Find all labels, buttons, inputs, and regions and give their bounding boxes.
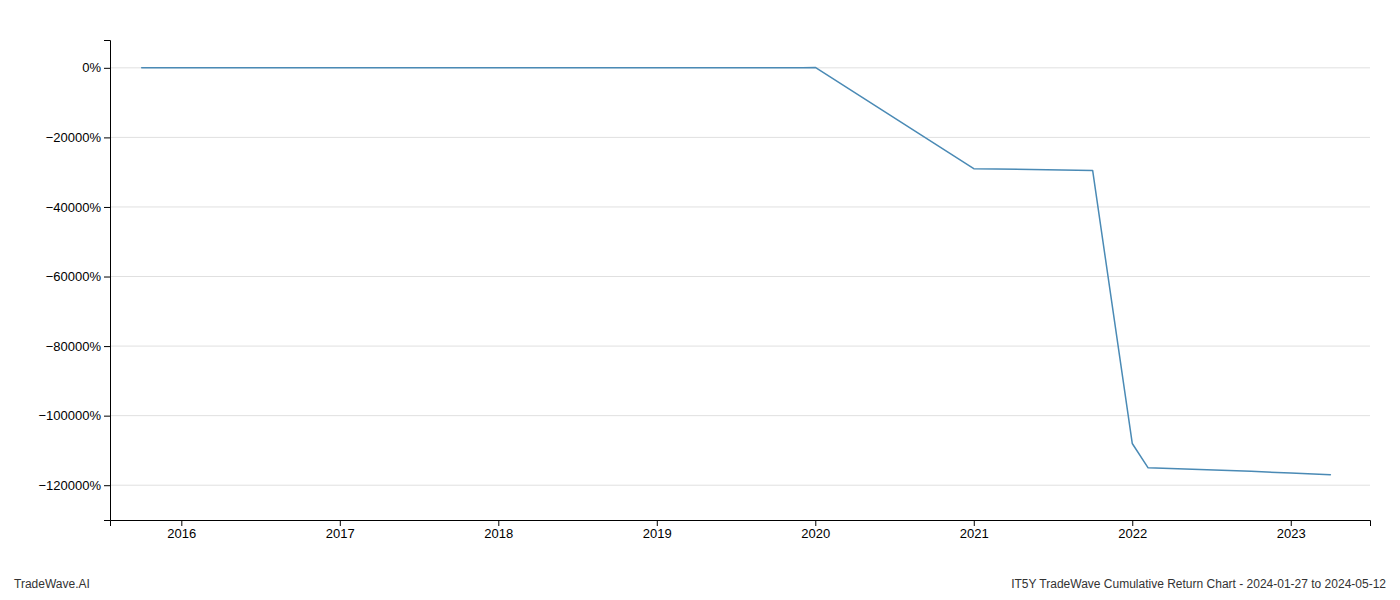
y-axis: 0% −20000% −40000% −60000% −80000% −100000% −1… — [38, 41, 110, 521]
grid-line — [110, 137, 1370, 138]
x-tick: 2022 — [1118, 520, 1147, 541]
x-axis: 2016 2017 2018 2019 2020 2021 2022 2023 — [111, 520, 1371, 541]
y-tick: −40000% — [46, 200, 110, 215]
x-tick-mark — [1291, 520, 1292, 526]
y-tick: −100000% — [38, 408, 110, 423]
x-tick: 2020 — [801, 520, 830, 541]
y-tick-label: 0% — [82, 60, 101, 75]
x-tick: 2017 — [326, 520, 355, 541]
y-tick: 0% — [82, 60, 110, 75]
plot: 2016 2017 2018 2019 2020 2021 2022 2023 0% −20000… — [38, 41, 1370, 542]
y-tick-mark — [104, 207, 110, 208]
y-tick-label: −120000% — [38, 478, 101, 493]
y-tick: −120000% — [38, 478, 110, 493]
x-tick: 2023 — [1277, 520, 1306, 541]
y-tick-label: −80000% — [46, 339, 102, 354]
x-tick: 2018 — [484, 520, 513, 541]
x-tick-mark — [815, 520, 816, 526]
grid-line — [110, 415, 1370, 416]
y-tick: −80000% — [46, 339, 110, 354]
y-tick-mark — [104, 137, 110, 138]
x-tick: 2021 — [960, 520, 989, 541]
y-tick-label: −40000% — [46, 200, 102, 215]
x-tick-label: 2018 — [484, 526, 513, 541]
y-axis-line — [104, 41, 111, 521]
grid-line — [110, 276, 1370, 277]
x-tick-label: 2023 — [1277, 526, 1306, 541]
x-tick-label: 2022 — [1118, 526, 1147, 541]
grid — [110, 68, 1370, 485]
chart-svg: 2016 2017 2018 2019 2020 2021 2022 2023 0% −20000… — [0, 0, 1400, 600]
line — [142, 67, 1331, 474]
y-tick-label: −20000% — [46, 130, 102, 145]
x-tick-mark — [974, 520, 975, 526]
x-tick-label: 2016 — [167, 526, 196, 541]
x-tick: 2016 — [167, 520, 196, 541]
x-tick-mark — [340, 520, 341, 526]
chart-container: 2016 2017 2018 2019 2020 2021 2022 2023 0% −20000… — [0, 0, 1400, 600]
y-tick: −20000% — [46, 130, 110, 145]
grid-line — [110, 206, 1370, 207]
grid-line — [110, 346, 1370, 347]
y-tick-mark — [104, 485, 110, 486]
x-tick-mark — [1132, 520, 1133, 526]
x-tick: 2019 — [643, 520, 672, 541]
x-axis-line — [111, 521, 1371, 527]
x-tick-mark — [657, 520, 658, 526]
x-tick-label: 2021 — [960, 526, 989, 541]
footer-label: TradeWave.AI — [14, 577, 90, 591]
y-tick-mark — [104, 416, 110, 417]
grid-line — [110, 485, 1370, 486]
y-tick-mark — [104, 346, 110, 347]
y-tick-mark — [104, 277, 110, 278]
x-tick-label: 2019 — [643, 526, 672, 541]
marks — [142, 67, 1331, 474]
title: IT5Y TradeWave Cumulative Return Chart -… — [1011, 577, 1386, 591]
y-tick: −60000% — [46, 269, 110, 284]
y-tick-mark — [104, 68, 110, 69]
x-tick-label: 2020 — [801, 526, 830, 541]
x-tick-mark — [498, 520, 499, 526]
x-tick-mark — [181, 520, 182, 526]
y-tick-label: −60000% — [46, 269, 102, 284]
y-tick-label: −100000% — [38, 408, 101, 423]
x-tick-label: 2017 — [326, 526, 355, 541]
